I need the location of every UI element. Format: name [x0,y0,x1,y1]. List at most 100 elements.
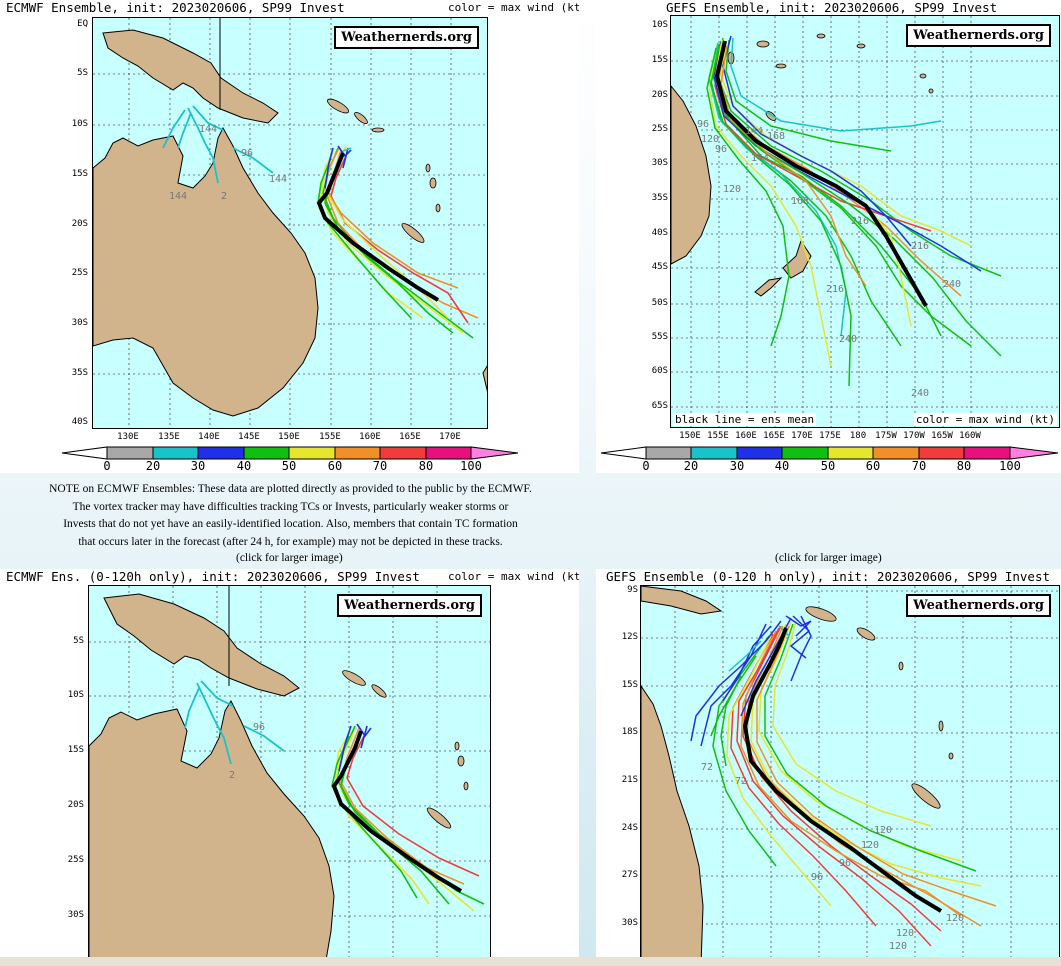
lat-label: 15S [71,169,88,179]
lon-label: 140E [198,432,220,442]
lat-label: 40S [71,417,88,427]
weathernerds-logo: Weathernerds.org [334,26,479,49]
weathernerds-logo: Weathernerds.org [906,594,1051,617]
time-label: 120 [896,928,915,939]
ecmwf-ensemble-panel[interactable]: ECMWF Ensemble, init: 2023020606, SP99 I… [0,0,579,473]
ensemble-mean-track [331,730,463,893]
colorbar-tick: 20 [145,459,161,473]
time-label: 72 [735,776,748,787]
colorbar-tick: 60 [865,459,881,473]
lat-label: 15S [651,55,668,65]
time-label: 96 [811,872,824,883]
lat-label: 30S [621,918,638,928]
lon-label: 160E [359,432,381,442]
lat-label: 20S [71,219,88,229]
colorbar-tick: 80 [418,459,434,473]
lat-label: 5S [73,636,84,646]
time-label: 72 [701,762,714,773]
time-label: 120 [946,913,965,924]
map-graphics [89,586,490,957]
note-line: The vortex tracker may have difficulties… [72,500,509,513]
lat-label: 15S [67,745,84,755]
new-zealand-landmass [782,239,812,279]
weathernerds-logo: Weathernerds.org [337,594,482,617]
lon-label: 175E [819,431,841,441]
time-label: 120 [861,840,880,851]
lat-label: 10S [651,20,668,30]
track-map: 96 2 Weathernerds.org [88,585,491,957]
lon-label: 165E [399,432,421,442]
colorbar-tick: 50 [281,459,297,473]
ecmwf-120h-panel[interactable]: ECMWF Ens. (0-120h only), init: 20230206… [0,569,579,957]
lon-label: 170W [903,431,925,441]
lat-label: 15S [621,680,638,690]
lon-label: 145E [238,432,260,442]
colorbar-tick: 80 [956,459,972,473]
ens-mean-legend: black line = ens mean [673,413,817,426]
lat-label: 45S [651,262,668,272]
time-label: 144 [199,124,218,135]
time-label: 240 [943,279,962,290]
lat-label: 25S [71,268,88,278]
colorbar-tick: 100 [999,459,1021,473]
gefs-120h-panel[interactable]: GEFS Ensemble (0-120 h only), init: 2023… [596,569,1061,957]
time-label: 144 [751,153,770,164]
time-label: 96 [697,119,710,130]
colorbar-tick: 20 [683,459,699,473]
map-graphics [671,16,1059,427]
lon-label: 150E [679,431,701,441]
lon-label: 180 [849,431,867,441]
browser-bottom-bar [0,957,1061,966]
ecmwf-note: NOTE on ECMWF Ensembles: These data are … [38,481,543,551]
track-map: 96 96 120 144 168 144 120 168 216 216 24… [670,15,1060,428]
colorbar-tick: 70 [911,459,927,473]
note-line: Invests that do not yet have an easily-i… [63,518,518,530]
lat-label: 55S [651,332,668,342]
australia-landmass [671,85,712,265]
lon-label: 175W [875,431,897,441]
map-graphics [641,586,1059,957]
new-guinea-landmass [103,593,300,697]
time-label: 96 [715,144,728,155]
click-larger-image-link[interactable]: (click for larger image) [236,552,343,564]
lat-label: EQ [77,19,88,29]
lat-label: 30S [71,318,88,328]
color-label: color = max wind (kt) [448,570,579,583]
colorbar-tick: 70 [372,459,388,473]
colorbar-tick: 30 [729,459,745,473]
time-label: 168 [767,131,786,142]
lon-label: 160E [735,431,757,441]
lon-label: 155E [707,431,729,441]
lat-label: 9S [627,585,638,595]
lat-label: 10S [67,690,84,700]
australia-landmass [93,126,319,417]
gefs-ensemble-panel[interactable]: GEFS Ensemble, init: 2023020606, SP99 In… [596,0,1061,473]
colorbar-tick: 60 [327,459,343,473]
time-label: 2 [221,191,228,202]
weathernerds-logo: Weathernerds.org [906,24,1051,47]
lon-label: 135E [158,432,180,442]
time-label: 96 [253,722,266,733]
time-label: 240 [911,388,930,399]
time-label: 120 [874,825,893,836]
lat-label: 12S [621,632,638,642]
wind-colorbar [61,446,519,460]
panel-title: ECMWF Ens. (0-120h only), init: 20230206… [6,569,420,584]
ensemble-mean-track [316,152,440,302]
time-label: 96 [241,148,254,159]
lat-label: 60S [651,366,668,376]
colorbar-tick: 40 [236,459,252,473]
lat-label: 10S [71,119,88,129]
lon-label: 170E [439,432,461,442]
time-label: 216 [826,284,845,295]
note-line: NOTE on ECMWF Ensembles: These data are … [49,483,532,495]
ensemble-mean-track [742,627,943,913]
lon-label: 165E [763,431,785,441]
track-map: 72 72 120 120 96 96 120 120 120 Weathern… [640,585,1060,957]
lat-label: 50S [651,298,668,308]
colorbar-tick: 50 [820,459,836,473]
time-label: 2 [229,770,236,781]
time-label: 144 [745,126,764,137]
new-guinea-landmass [641,586,723,615]
click-larger-image-link[interactable]: (click for larger image) [775,552,882,564]
